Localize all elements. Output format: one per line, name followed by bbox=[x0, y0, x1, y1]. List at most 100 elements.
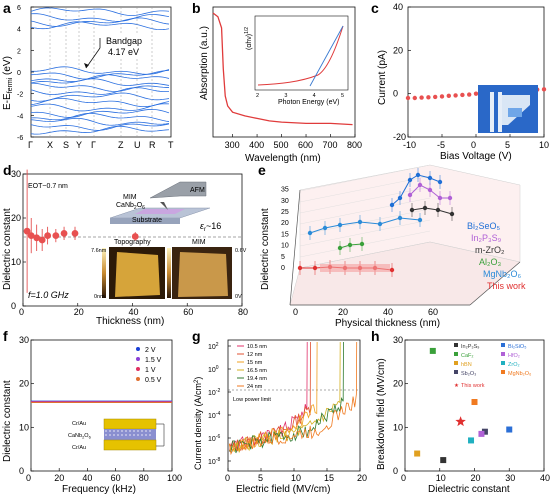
legend-marker bbox=[454, 352, 458, 356]
leakage-curve bbox=[228, 341, 358, 456]
legend-marker bbox=[501, 352, 505, 356]
legend-label: 10.5 nm bbox=[247, 344, 267, 350]
top-electrode bbox=[103, 418, 157, 430]
comparison-x-ticks: 0 20 40 60 bbox=[293, 307, 438, 317]
absorption-x-tick: 600 bbox=[298, 140, 313, 150]
band-x-tick: Γ bbox=[91, 140, 96, 150]
legend-marker bbox=[454, 361, 458, 365]
band-y-tick: 4 bbox=[17, 27, 21, 34]
legend-marker bbox=[454, 370, 458, 374]
iv-point bbox=[405, 95, 411, 101]
band-x-tick: X bbox=[47, 140, 53, 150]
mim-image-title: MIM bbox=[192, 239, 206, 246]
comparison-point bbox=[447, 195, 453, 201]
dielectric-point bbox=[23, 227, 31, 235]
leakage-x-ticks: 0 5 10 15 20 bbox=[225, 468, 367, 483]
breakdown-point bbox=[468, 437, 475, 444]
iv-point bbox=[467, 92, 472, 97]
legend-label: 15 nm bbox=[247, 360, 263, 366]
lattice-atom bbox=[125, 434, 127, 436]
gridline bbox=[299, 164, 431, 192]
band-y-tick: 2 bbox=[17, 48, 21, 55]
legend-marker bbox=[136, 377, 140, 381]
iv-point bbox=[433, 94, 438, 100]
iv-y-ticks: -20 0 20 40 bbox=[393, 2, 411, 142]
frequency-y-tick: 10 bbox=[19, 422, 29, 432]
legend-label: 16.5 nm bbox=[247, 368, 267, 374]
mim-colorbar bbox=[167, 248, 171, 298]
bandgap-label-bg bbox=[103, 34, 151, 58]
absorption-x-tick: 800 bbox=[347, 140, 362, 150]
band-y-ticks: -6 -4 -2 0 2 4 6 bbox=[17, 5, 34, 142]
dielectric-y-tick: 30 bbox=[11, 169, 21, 179]
comparison-line bbox=[411, 207, 453, 215]
dielectric-point bbox=[52, 232, 60, 240]
mim-scale-top: 0.6V bbox=[235, 248, 247, 254]
panel-d: d 0 20 40 60 80 0 10 20 30 Thickness (nm) Diele… bbox=[2, 162, 248, 327]
bottom-electrode-label: Cr/Au bbox=[72, 445, 86, 451]
mim-label: MIM bbox=[123, 194, 137, 201]
legend-label: 2 V bbox=[145, 347, 156, 354]
band-x-tick: T bbox=[168, 140, 174, 150]
leakage-y-tick: 10-2 bbox=[208, 388, 220, 397]
dielectric-y-tick: 10 bbox=[11, 257, 21, 267]
leakage-legend: 10.5 nm 12 nm 15 nm 16.5 nm 19.4 nm 24 nm bbox=[237, 344, 267, 390]
lattice-atom bbox=[121, 434, 123, 436]
breakdown-points bbox=[414, 347, 513, 464]
absorption-xlabel: Wavelength (nm) bbox=[245, 153, 321, 164]
breakdown-point-star bbox=[455, 416, 466, 427]
lattice-atom bbox=[105, 434, 107, 436]
legend-marker bbox=[501, 361, 505, 365]
dielectric-thickness-x-ticks: 0 20 40 60 80 bbox=[19, 303, 248, 317]
dielectric-thickness-y-ticks: 0 10 20 30 bbox=[11, 169, 26, 311]
legend-label: 12 nm bbox=[247, 352, 263, 358]
dielectric-point bbox=[27, 232, 35, 240]
dielectric-point bbox=[44, 232, 52, 240]
band-line bbox=[30, 97, 170, 108]
epsilon-label: εr~16 bbox=[200, 221, 221, 233]
comparison-y-ticks: 0 5 10 15 20 25 30 35 bbox=[281, 187, 289, 272]
iv-x-tick: 10 bbox=[539, 140, 549, 150]
legend-label: Bi₂SiO₅ bbox=[508, 344, 526, 350]
band-x-tick: S bbox=[63, 140, 69, 150]
bandgap-arrow-head bbox=[84, 63, 89, 68]
legend-label: This work bbox=[461, 383, 485, 389]
absorption-x-tick: 500 bbox=[274, 140, 289, 150]
eot-label: EOT~0.7 nm bbox=[28, 183, 68, 190]
comparison-ylabel: Dielectric constant bbox=[260, 208, 271, 290]
legend-label: 0.5 V bbox=[145, 377, 162, 384]
gridline bbox=[299, 186, 431, 214]
iv-y-tick: 20 bbox=[393, 45, 403, 55]
legend-label: Al₂O₃ bbox=[479, 257, 501, 267]
comparison-point bbox=[437, 179, 443, 185]
legend-label: CaF₂ bbox=[461, 353, 474, 359]
legend-label: MgNb₂O₆ bbox=[508, 371, 531, 377]
comparison-point bbox=[409, 207, 415, 213]
bandgap-label: Bandgap bbox=[106, 36, 142, 46]
absorption-x-tick: 400 bbox=[249, 140, 264, 150]
dielectric-thickness-ylabel: Dielectric constant bbox=[2, 208, 13, 290]
frequency-x-tick: 20 bbox=[54, 473, 64, 483]
gridline bbox=[299, 230, 431, 258]
breakdown-x-ticks: 0 10 20 30 40 bbox=[401, 468, 550, 483]
legend-marker bbox=[501, 343, 505, 347]
iv-x-tick: 0 bbox=[471, 140, 476, 150]
frequency-x-ticks: 0 20 40 60 80 100 bbox=[26, 468, 182, 483]
legend-marker bbox=[136, 357, 140, 361]
band-line bbox=[30, 70, 170, 80]
band-y-tick: 0 bbox=[17, 70, 21, 77]
iv-x-tick: -10 bbox=[403, 140, 416, 150]
leakage-y-tick: 10-6 bbox=[208, 434, 220, 443]
panel-letter-g: g bbox=[192, 328, 201, 344]
topo-scale-bottom: 0nm bbox=[94, 294, 105, 300]
lattice-atom bbox=[117, 434, 119, 436]
breakdown-point bbox=[414, 450, 421, 457]
dielectric-layer-label: CaNb2O6 bbox=[68, 433, 92, 440]
comparison-x-tick: 60 bbox=[428, 307, 438, 317]
band-y-tick: -4 bbox=[17, 113, 23, 120]
iv-y-tick: 0 bbox=[393, 89, 398, 99]
comparison-point bbox=[377, 221, 383, 227]
legend-marker bbox=[136, 347, 140, 351]
